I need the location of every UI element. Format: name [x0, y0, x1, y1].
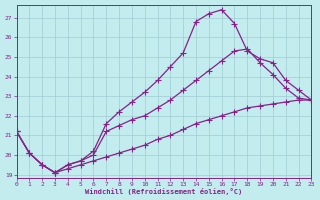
X-axis label: Windchill (Refroidissement éolien,°C): Windchill (Refroidissement éolien,°C) — [85, 188, 243, 195]
